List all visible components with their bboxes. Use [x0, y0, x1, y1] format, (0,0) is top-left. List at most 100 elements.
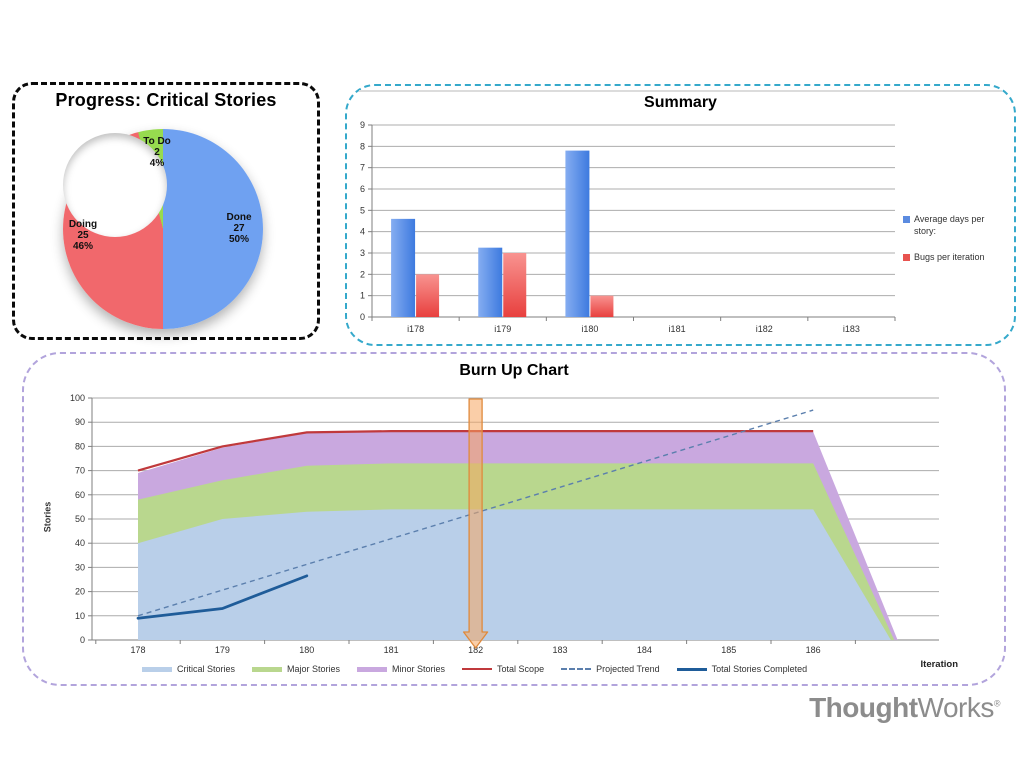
x-tick-label: i181 [669, 324, 686, 334]
slice-name: To Do [143, 136, 171, 147]
legend-label: Total Scope [497, 664, 545, 674]
y-tick-label: 5 [360, 205, 365, 215]
legend-swatch [252, 666, 283, 672]
donut-label-doing: Doing 25 46% [51, 219, 115, 253]
slice-percent: 46% [72, 241, 93, 253]
y-tick-label: 10 [75, 611, 85, 621]
x-tick-label: 184 [637, 645, 652, 655]
bar-avg-days-i178 [391, 218, 416, 317]
current-iteration-arrow [462, 398, 489, 649]
x-tick-label: 181 [384, 645, 399, 655]
y-tick-label: 20 [75, 587, 85, 597]
x-tick-label: i180 [581, 324, 598, 334]
legend-label: Critical Stories [177, 664, 236, 674]
y-tick-label: 0 [80, 635, 85, 645]
legend-swatch [561, 668, 592, 670]
legend-item: Total Scope [462, 664, 544, 674]
progress-critical-stories-panel: Progress: Critical Stories To Do 2 4% Do… [12, 82, 320, 340]
thoughtworks-logo: ThoughtWorks® [809, 692, 1000, 724]
x-tick-label: i183 [843, 324, 860, 334]
burnup-panel-title: Burn Up Chart [459, 362, 569, 379]
bar-avg-days-i180 [565, 150, 590, 317]
slice-name: Doing [68, 219, 98, 230]
y-tick-label: 6 [360, 184, 365, 194]
y-tick-label: 0 [360, 312, 365, 322]
y-tick-label: 100 [70, 393, 85, 403]
slice-value: 25 [77, 230, 89, 242]
legend-item: Major Stories [252, 664, 340, 674]
bar-bugs-i179 [503, 253, 527, 317]
slice-value: 27 [233, 223, 245, 235]
y-tick-label: 3 [360, 248, 365, 258]
x-tick-label: i179 [494, 324, 511, 334]
x-tick-label: 178 [130, 645, 145, 655]
summary-panel-title: Summary [644, 94, 717, 111]
slice-percent: 4% [149, 158, 165, 170]
y-tick-label: 1 [360, 291, 365, 301]
legend-swatch [903, 254, 910, 262]
logo-thought: Thought [809, 692, 918, 723]
legend-item: Minor Stories [357, 664, 445, 674]
legend-label: Major Stories [287, 664, 341, 674]
y-tick-label: 9 [360, 120, 365, 130]
burnup-legend: Critical Stories Major Stories Minor Stori… [142, 664, 807, 674]
legend-item: Projected Trend [561, 664, 660, 674]
x-tick-label: 182 [468, 645, 483, 655]
slice-value: 2 [154, 147, 160, 159]
legend-label: Total Stories Completed [711, 664, 808, 674]
y-tick-label: 80 [75, 441, 85, 451]
bar-bugs-i180 [590, 295, 614, 317]
summary-bar-chart: 0 1 2 3 4 5 6 7 8 9 i178 i179 i180 i181 i182 i183 [360, 120, 896, 334]
y-tick-label: 50 [75, 514, 85, 524]
y-tick-label: 40 [75, 538, 85, 548]
y-tick-label: 70 [75, 466, 85, 476]
progress-panel-title: Progress: Critical Stories [55, 90, 277, 110]
legend-swatch [142, 666, 172, 672]
slice-name: Done [226, 212, 252, 223]
x-tick-label: 183 [552, 645, 567, 655]
logo-works: Works [917, 692, 995, 723]
legend-swatch [676, 667, 707, 671]
bar-avg-days-i179 [478, 247, 503, 317]
legend-item: Average days per story: [903, 214, 1007, 237]
summary-panel: Summary 0 1 2 3 4 5 6 7 8 9 i178 i179 i180 i181 i182 i1… [345, 84, 1016, 346]
y-axis-title: Stories [42, 501, 53, 533]
legend-item: Critical Stories [142, 664, 235, 674]
registered-mark: ® [993, 698, 1001, 709]
burn-up-panel: Burn Up Chart 0 10 20 30 40 50 60 70 80 90 100 178 1… [22, 352, 1006, 686]
x-tick-label: 180 [299, 645, 314, 655]
x-tick-label: i182 [756, 324, 773, 334]
legend-label: Projected Trend [596, 664, 660, 674]
summary-legend: Average days per story: Bugs per iteratio… [903, 214, 1007, 264]
slice-percent: 50% [228, 234, 249, 246]
legend-label: Bugs per iteration [914, 252, 985, 263]
chart-frame-line [359, 90, 1002, 92]
y-tick-label: 2 [360, 269, 365, 279]
legend-swatch [357, 666, 388, 672]
donut-hole [63, 133, 167, 237]
bar-bugs-i178 [416, 274, 440, 317]
y-tick-label: 4 [360, 227, 365, 237]
area-critical-stories [138, 509, 891, 640]
x-axis-title: Iteration [920, 659, 958, 670]
x-tick-label: i178 [407, 324, 424, 334]
legend-swatch [462, 668, 493, 670]
legend-item: Total Stories Completed [676, 664, 808, 674]
y-tick-label: 30 [75, 562, 85, 572]
line-total-stories-completed [136, 574, 309, 620]
legend-item: Bugs per iteration [903, 252, 1007, 264]
donut-label-done: Done 27 50% [207, 212, 271, 246]
y-tick-label: 7 [360, 163, 365, 173]
donut-label-todo: To Do 2 4% [125, 136, 189, 170]
y-tick-label: 60 [75, 490, 85, 500]
legend-label: Minor Stories [392, 664, 446, 674]
legend-swatch [903, 216, 910, 223]
burn-up-chart: 0 10 20 30 40 50 60 70 80 90 100 178 179 180 181 182 183… [70, 393, 939, 655]
legend-label: Average days per story: [914, 214, 985, 236]
x-tick-label: 179 [215, 645, 230, 655]
x-tick-label: 185 [721, 645, 736, 655]
x-tick-label: 186 [806, 645, 821, 655]
y-tick-label: 90 [75, 417, 85, 427]
y-tick-label: 8 [360, 141, 365, 151]
